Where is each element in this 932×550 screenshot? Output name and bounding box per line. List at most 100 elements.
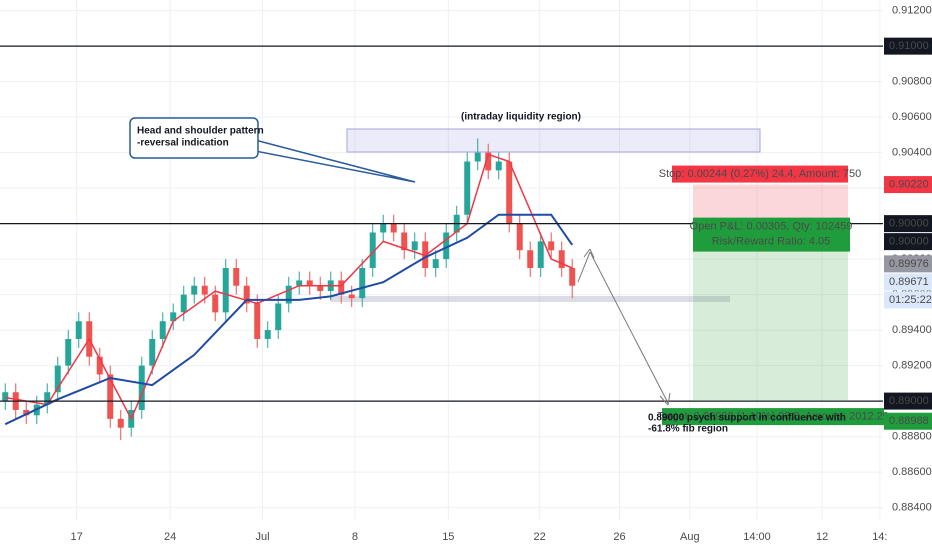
target-label: Target: 0.00988 (1.10%) 98.8, Amount: 20… xyxy=(657,410,889,422)
candle-body xyxy=(107,374,114,419)
candle-body xyxy=(537,241,544,268)
axis-layer: 0.88400 0.88600 0.88800 0.89000 0.89200 0.894… xyxy=(71,5,932,543)
stop-label: Stop: 0.00244 (0.27%) 24.4, Amount: 750 xyxy=(659,168,861,180)
arrow xyxy=(589,251,669,404)
callout-text: -reversal indication xyxy=(137,138,229,149)
callout-pointer xyxy=(249,139,416,183)
price-badge xyxy=(884,255,932,273)
candle-body xyxy=(170,312,177,322)
x-tick-label: 17 xyxy=(71,531,83,543)
countdown-badge xyxy=(884,291,932,309)
candle-body xyxy=(75,321,82,339)
candle-body xyxy=(390,223,397,233)
candle-body xyxy=(348,294,355,299)
y-tick-label: 0.89200 xyxy=(892,360,932,372)
candle-body xyxy=(558,250,565,268)
x-tick-label: Aug xyxy=(680,531,700,543)
stop-label-box xyxy=(672,165,848,183)
x-tick-label: 14: xyxy=(872,531,887,543)
position-layer: Stop: 0.00244 (0.27%) 24.4, Amount: 750 O… xyxy=(648,165,889,435)
y-tick-label: 0.91200 xyxy=(892,5,932,17)
price-badge xyxy=(884,392,932,410)
y-tick-label: 0.90600 xyxy=(892,111,932,123)
candle-body xyxy=(191,285,198,295)
candle-body xyxy=(149,338,156,366)
x-tick-label: 14:00 xyxy=(743,531,771,543)
arrow-head xyxy=(583,248,671,406)
callout-text: Head and shoulder pattern xyxy=(137,126,264,137)
callout-box xyxy=(129,117,259,159)
candle-body xyxy=(212,294,219,313)
candle-body xyxy=(432,259,439,268)
target-label-box xyxy=(662,408,884,426)
pnl-box xyxy=(693,217,850,252)
candle-body xyxy=(380,223,387,233)
candle-body xyxy=(44,392,51,405)
price-badge xyxy=(884,273,932,291)
candle-body xyxy=(54,365,61,393)
candle-body xyxy=(548,241,555,251)
x-tick-label: 24 xyxy=(164,531,176,543)
candle-body xyxy=(254,303,261,339)
candle-body xyxy=(485,152,492,171)
candle-body xyxy=(2,392,9,402)
liquidity-box xyxy=(346,128,761,153)
candle-body xyxy=(317,285,324,292)
price-badge xyxy=(884,176,932,194)
candle-body xyxy=(296,280,303,286)
candle-body xyxy=(411,241,418,251)
candle-body xyxy=(159,321,166,339)
y-tick-label: 0.88800 xyxy=(892,430,932,442)
candle-body xyxy=(233,267,240,286)
candle-body xyxy=(23,409,30,416)
candle-body xyxy=(180,294,187,313)
arrow xyxy=(577,251,591,283)
price-badge-label: 0.89671 xyxy=(889,276,929,288)
price-badge-label: 0.88988 xyxy=(889,415,929,427)
candle-body xyxy=(443,232,450,260)
price-badge xyxy=(884,215,932,233)
candle-body xyxy=(506,161,513,224)
price-badge-label: 0.89000 xyxy=(889,395,929,407)
pnl-label: Open P&L: 0.00305, Qty: 102459 xyxy=(690,221,853,233)
x-tick-label: 26 xyxy=(613,531,625,543)
candle-body xyxy=(201,285,208,295)
support-note: -61.8% fib region xyxy=(648,424,728,435)
liquidity-label: (intraday liquidity region) xyxy=(461,112,581,123)
y-tick-label: 0.90400 xyxy=(892,147,932,159)
candle-body xyxy=(495,161,502,171)
y-tick-label: 0.89400 xyxy=(892,324,932,336)
candle-body xyxy=(222,267,229,313)
candle-body xyxy=(285,285,292,304)
x-tick-label: 15 xyxy=(442,531,454,543)
candle-body xyxy=(516,223,523,251)
candle-body xyxy=(569,267,576,286)
target-zone xyxy=(693,223,848,402)
candle-body xyxy=(275,303,282,331)
candle-body xyxy=(401,232,408,251)
countdown-label: 01:25:22 xyxy=(889,294,932,306)
y-tick-label: 0.90800 xyxy=(892,76,932,88)
candle-body xyxy=(96,356,103,375)
candle-body xyxy=(359,267,366,299)
x-tick-label: 8 xyxy=(352,531,358,543)
price-badge xyxy=(884,37,932,55)
price-badge-label: 0.90000 xyxy=(889,236,929,248)
moving-average xyxy=(4,213,574,426)
x-tick-label: 22 xyxy=(534,531,546,543)
price-badge-label: 0.90000 xyxy=(889,218,929,230)
y-tick-label: 0.88400 xyxy=(892,501,932,513)
candle-body xyxy=(369,232,376,268)
rr-label: Risk/Reward Ratio: 4.05 xyxy=(712,236,831,248)
candle-body xyxy=(464,161,471,215)
x-tick-label: Jul xyxy=(255,531,269,543)
y-tick-label: 0.88600 xyxy=(892,466,932,478)
support-box xyxy=(330,296,730,302)
x-tick-label: 12 xyxy=(816,531,828,543)
stop-zone xyxy=(693,184,848,224)
price-badge-label: 0.89976 xyxy=(889,258,929,270)
candle-body xyxy=(65,338,72,366)
price-badge xyxy=(884,233,932,251)
candle-body xyxy=(264,330,271,339)
